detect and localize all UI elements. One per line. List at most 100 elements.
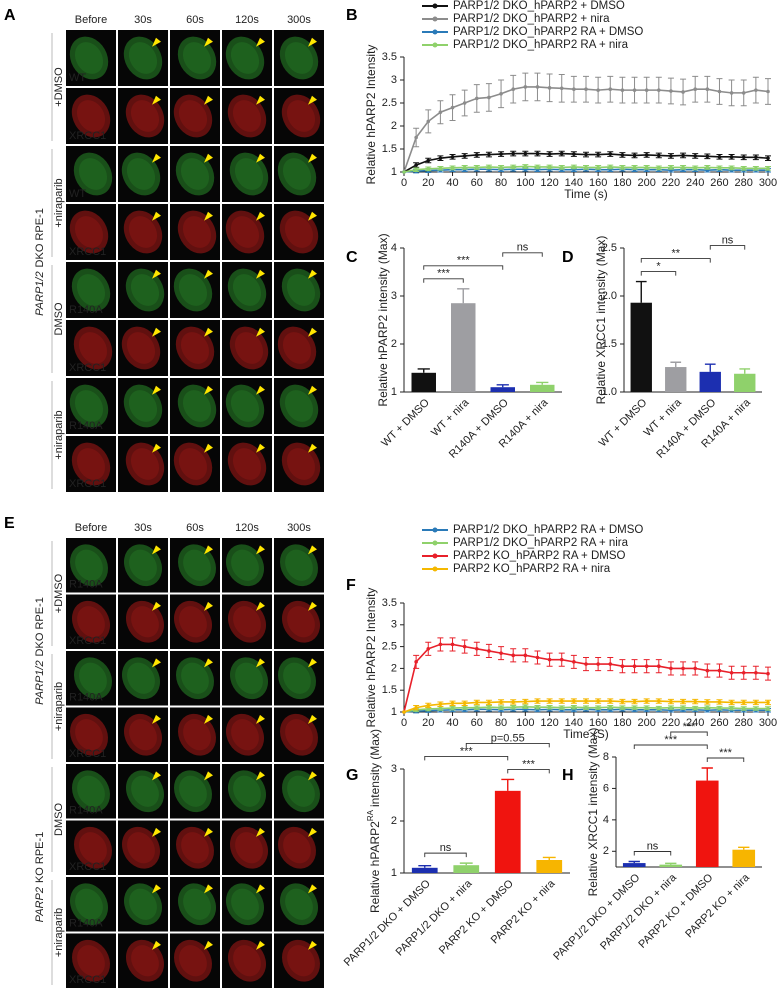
cell-nucleus-core <box>183 549 211 581</box>
data-point <box>584 699 588 703</box>
y-axis-title-part: Relative hPARP2 <box>368 821 382 913</box>
cell-nucleus-core <box>231 549 259 581</box>
error-bar <box>418 865 432 868</box>
cell-nucleus <box>69 210 109 254</box>
significance-bracket <box>424 852 467 858</box>
legend-label: PARP1/2 DKO_hPARP2 + nira <box>453 13 610 25</box>
data-point <box>693 87 697 91</box>
data-point <box>608 705 613 710</box>
channel-label: XRCC1 <box>69 130 106 142</box>
error-bar <box>417 368 430 373</box>
cell-nucleus-core <box>180 158 210 190</box>
bar <box>451 303 476 392</box>
data-point <box>475 705 479 710</box>
bar <box>411 372 436 392</box>
arrowhead <box>152 545 161 555</box>
data-point <box>644 88 649 92</box>
error-bar <box>459 862 473 866</box>
y-tick-label: 2.5 <box>602 242 617 254</box>
cell-nucleus <box>173 442 213 486</box>
data-point <box>754 155 758 160</box>
arrowhead <box>256 884 265 894</box>
data-point <box>584 87 588 91</box>
legend-marker <box>432 566 438 572</box>
column-header: 300s <box>287 14 311 26</box>
data-point <box>669 165 673 170</box>
arrowhead <box>204 940 213 950</box>
arrowhead <box>308 601 317 611</box>
data-point <box>475 153 479 157</box>
cell-nucleus-core <box>178 100 208 132</box>
data-point <box>632 165 637 170</box>
error-bar <box>501 778 515 791</box>
data-point <box>511 165 515 169</box>
cell-nucleus <box>177 883 217 926</box>
data-point <box>535 705 540 710</box>
legend-marker <box>432 527 438 533</box>
image-frame <box>118 877 168 932</box>
data-point <box>717 706 722 710</box>
cell-nucleus <box>123 384 163 428</box>
data-point <box>717 166 722 170</box>
data-point <box>766 156 770 160</box>
image-frame <box>222 933 272 988</box>
x-tick-label: 120 <box>540 717 558 729</box>
x-tick-label: PARP2 KO + nira <box>683 871 752 940</box>
cell-nucleus <box>277 326 317 370</box>
error-bar <box>738 846 750 850</box>
significance-bracket <box>465 742 550 748</box>
cell-nucleus <box>71 268 111 312</box>
cell-nucleus-core <box>287 945 315 977</box>
data-point <box>729 670 734 675</box>
data-point <box>669 705 673 710</box>
image-frame <box>222 436 272 492</box>
cell-nucleus <box>225 544 265 587</box>
arrowhead <box>152 601 161 611</box>
cell-nucleus <box>277 152 317 196</box>
cell-nucleus <box>69 384 109 428</box>
x-tick-label: 180 <box>613 717 631 729</box>
image-frame <box>274 146 324 202</box>
image-frame <box>118 436 168 492</box>
image-frame <box>274 594 324 649</box>
x-tick-label: 40 <box>446 717 458 729</box>
data-point <box>669 154 673 158</box>
cell-nucleus <box>123 883 163 926</box>
image-frame <box>66 204 116 260</box>
image-frame <box>118 538 168 593</box>
arrowhead <box>152 714 161 724</box>
y-axis-title: Relative hPARP2RA intensity (Max) <box>366 729 382 913</box>
data-point <box>705 700 710 704</box>
cell-nucleus <box>177 210 217 254</box>
arrowhead <box>152 771 161 781</box>
y-axis-title: Relative hPARP2 Intensity <box>364 45 378 185</box>
data-point <box>462 644 467 649</box>
image-frame <box>66 651 116 706</box>
data-point <box>438 706 443 711</box>
cell-nucleus <box>175 326 215 370</box>
arrowhead <box>256 443 265 453</box>
data-point <box>414 705 418 710</box>
y-tick-label: 1 <box>391 166 397 178</box>
image-frame <box>66 707 116 762</box>
image-frame <box>118 378 168 434</box>
data-point <box>450 642 455 647</box>
data-point <box>644 664 649 669</box>
arrowhead <box>204 37 213 47</box>
x-tick-label: R140A + DMSO <box>654 396 718 460</box>
cell-nucleus <box>69 883 109 926</box>
x-tick-label: 300 <box>759 717 777 729</box>
cell-nucleus <box>227 94 267 138</box>
significance-bracket <box>424 755 509 761</box>
image-frame <box>170 707 220 762</box>
data-point <box>766 89 770 94</box>
y-axis-title-part: RA <box>366 809 375 821</box>
data-point <box>487 700 491 705</box>
condition-label: +niraparib <box>53 178 65 227</box>
x-tick-label: 0 <box>401 177 407 189</box>
arrowhead <box>256 95 265 105</box>
cell-nucleus-core <box>74 390 104 422</box>
data-point <box>608 662 613 666</box>
cell-nucleus <box>73 326 113 370</box>
